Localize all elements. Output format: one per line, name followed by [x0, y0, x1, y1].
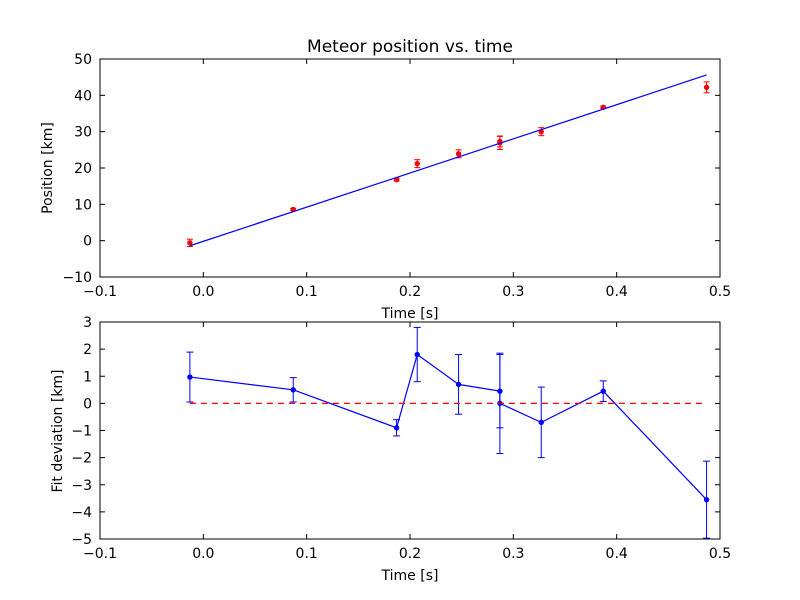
fit-line — [189, 74, 707, 247]
data-point — [414, 160, 420, 167]
y-tick-label: 1 — [83, 369, 92, 385]
axes-frame — [99, 58, 721, 278]
x-tick-label: 0.1 — [296, 284, 318, 300]
deviation-plot: Time [s] Fit deviation [km] −0.1 0.0 0.1 0.… — [50, 315, 731, 584]
y-tick-label: 10 — [74, 197, 92, 213]
y-tick-label: −5 — [71, 532, 92, 548]
y-axis-label: Fit deviation [km] — [50, 369, 66, 492]
chart-title: Meteor position vs. time — [307, 37, 513, 57]
y-tick-label: 3 — [83, 315, 92, 331]
data-point — [187, 374, 193, 380]
y-tick-label: 0 — [83, 234, 92, 250]
data-point — [538, 419, 544, 426]
x-tick-label: 0.2 — [399, 284, 421, 300]
x-tick-label: 0.4 — [606, 546, 628, 562]
y-tick-label: −4 — [71, 505, 92, 521]
y-tick-label: 2 — [83, 342, 92, 358]
y-tick-label: −1 — [71, 424, 92, 440]
data-point — [393, 425, 400, 431]
y-tick-label: 0 — [83, 396, 92, 412]
y-tick-label: −3 — [71, 478, 92, 494]
data-point — [414, 351, 420, 358]
position-plot: Meteor position vs. time Time [s] Positi… — [40, 37, 731, 322]
axes-frame — [99, 321, 721, 540]
y-tick-label: 20 — [74, 161, 92, 177]
data-point — [455, 381, 462, 388]
x-tick-label: 0.2 — [399, 546, 421, 562]
x-tick-label: 0.5 — [709, 284, 731, 300]
data-point — [290, 387, 296, 393]
x-axis-label: Time [s] — [381, 306, 439, 322]
x-tick-label: 0.3 — [502, 284, 524, 300]
data-point — [455, 151, 462, 157]
data-point — [187, 240, 193, 246]
x-tick-label: 0.1 — [296, 546, 318, 562]
y-tick-label: −2 — [71, 451, 92, 467]
deviation-series-line — [189, 353, 708, 501]
data-point — [703, 84, 710, 91]
x-tick-label: 0.0 — [192, 546, 214, 562]
x-tick-label: −0.1 — [83, 546, 117, 562]
x-axis-label: Time [s] — [381, 568, 439, 584]
x-tick-label: 0.5 — [709, 546, 731, 562]
data-point — [703, 496, 710, 503]
data-point — [600, 388, 606, 394]
y-tick-label: 30 — [74, 125, 92, 141]
y-axis-label: Position [km] — [40, 122, 56, 214]
x-tick-label: 0.4 — [606, 284, 628, 300]
y-tick-label: −10 — [62, 270, 92, 286]
y-tick-label: 50 — [74, 52, 92, 68]
x-tick-label: −0.1 — [83, 284, 117, 300]
y-tick-label: 40 — [74, 88, 92, 104]
x-tick-label: 0.3 — [502, 546, 524, 562]
x-tick-label: 0.0 — [192, 284, 214, 300]
